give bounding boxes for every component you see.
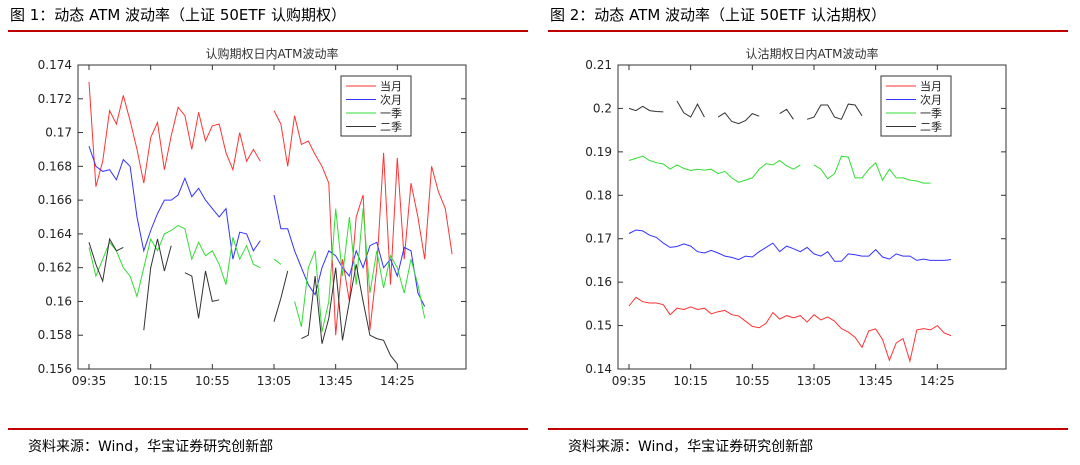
- x-tick-label: 10:55: [735, 374, 770, 386]
- x-tick-label: 13:05: [257, 374, 292, 386]
- chart-title: 认沽期权日内ATM波动率: [746, 46, 879, 61]
- figure-2-caption: 图 2：动态 ATM 波动率（上证 50ETF 认沽期权）: [550, 6, 886, 24]
- legend-label: 一季: [920, 107, 942, 120]
- x-tick-label: 13:05: [797, 374, 832, 386]
- y-tick-label: 0.166: [38, 193, 72, 207]
- y-tick-label: 0.21: [585, 58, 612, 72]
- legend-label: 次月: [920, 93, 942, 107]
- x-tick-label: 14:25: [920, 374, 955, 386]
- figure-2-bottom-rule: [548, 428, 1068, 430]
- series-line-2: [88, 145, 426, 307]
- series-line-1: [88, 81, 453, 336]
- y-tick-label: 0.2: [593, 101, 612, 115]
- x-tick-label: 10:15: [673, 374, 708, 386]
- legend-label: 一季: [380, 107, 402, 120]
- figure-1-top-rule: [8, 30, 528, 32]
- x-tick-label: 09:35: [72, 374, 107, 386]
- y-tick-label: 0.14: [585, 362, 612, 376]
- legend-label: 二季: [920, 121, 942, 134]
- chart-title: 认购期权日内ATM波动率: [206, 46, 339, 61]
- x-tick-label: 13:45: [318, 374, 353, 386]
- y-tick-label: 0.172: [38, 92, 72, 106]
- y-tick-label: 0.174: [38, 58, 72, 72]
- y-tick-label: 0.15: [585, 319, 612, 333]
- y-tick-label: 0.156: [38, 362, 72, 376]
- legend-label: 当月: [380, 79, 402, 93]
- series-line-3: [88, 208, 426, 332]
- call-chart-svg: 认购期权日内ATM波动率 0.156 0.158 0.16 0.162 0.164 0.16…: [38, 46, 467, 388]
- x-tick-label: 14:25: [380, 374, 415, 386]
- y-tick-label: 0.158: [38, 328, 72, 342]
- legend-label: 当月: [920, 79, 942, 93]
- x-tick-label: 10:15: [133, 374, 168, 386]
- x-tick-label: 10:55: [195, 374, 230, 386]
- put-chart: 认沽期权日内ATM波动率 0.14 0.15 0.16 0.17 0.18 0.19 0.2 0…: [548, 44, 1076, 388]
- figure-1-source: 资料来源：Wind，华宝证券研究创新部: [28, 439, 274, 455]
- y-tick-label: 0.16: [585, 275, 612, 289]
- figure-2-source: 资料来源：Wind，华宝证券研究创新部: [568, 439, 814, 455]
- y-tick-label: 0.16: [45, 294, 72, 308]
- series-line-3: [628, 155, 931, 184]
- figure-1: 图 1：动态 ATM 波动率（上证 50ETF 认购期权） 认购期权日内ATM波…: [8, 0, 536, 465]
- y-tick-label: 0.162: [38, 261, 72, 275]
- legend-label: 二季: [380, 121, 402, 134]
- figure-1-caption: 图 1：动态 ATM 波动率（上证 50ETF 认购期权）: [10, 6, 346, 24]
- series-line-1: [628, 296, 952, 364]
- series-line-4: [628, 100, 863, 125]
- put-chart-svg: 认沽期权日内ATM波动率 0.14 0.15 0.16 0.17 0.18 0.19 0.2 0…: [585, 46, 1007, 388]
- figure-2: 图 2：动态 ATM 波动率（上证 50ETF 认沽期权） 认沽期权日内ATM波…: [548, 0, 1076, 465]
- y-tick-label: 0.19: [585, 145, 612, 159]
- call-chart: 认购期权日内ATM波动率 0.156 0.158 0.16 0.162 0.164 0.16…: [8, 44, 536, 388]
- y-tick-label: 0.17: [585, 232, 612, 246]
- x-tick-label: 13:45: [858, 374, 893, 386]
- series-line-2: [628, 229, 952, 262]
- y-tick-label: 0.164: [38, 227, 72, 241]
- legend-label: 次月: [380, 93, 402, 107]
- y-tick-label: 0.168: [38, 159, 72, 173]
- figure-1-bottom-rule: [8, 428, 528, 430]
- figure-2-top-rule: [548, 30, 1068, 32]
- x-tick-label: 09:35: [612, 374, 647, 386]
- y-tick-label: 0.17: [45, 126, 72, 140]
- y-tick-label: 0.18: [585, 188, 612, 202]
- series-line-4: [88, 237, 398, 365]
